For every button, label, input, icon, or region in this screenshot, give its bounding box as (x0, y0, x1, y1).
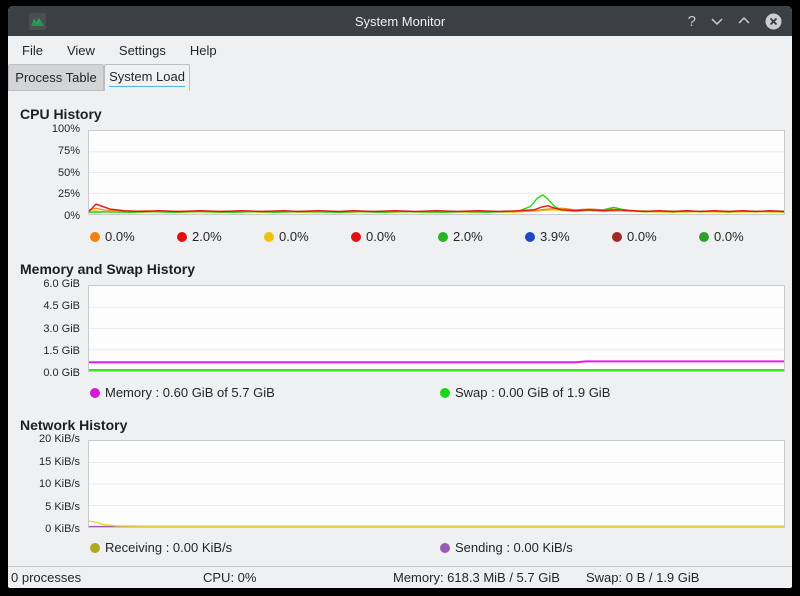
title-bar[interactable]: System Monitor ? (8, 6, 792, 36)
cpu3-dot (264, 231, 274, 242)
swap-legend-item: Swap : 0.00 GiB of 1.9 GiB (440, 385, 610, 400)
cpu-legend-item: 0.0% (351, 229, 438, 244)
maximize-icon[interactable] (738, 17, 750, 25)
system-monitor-window: System Monitor ? File View Settings Help (8, 6, 792, 588)
cpu-legend-item: 2.0% (438, 229, 525, 244)
cpu-y-axis: 100% 75% 50% 25% 0% (51, 123, 80, 222)
receiving-dot (90, 542, 100, 553)
cpu-legend-item: 0.0% (612, 229, 699, 244)
menu-settings[interactable]: Settings (118, 42, 166, 58)
cpu-legend-item: 3.9% (525, 229, 612, 244)
tab-system-load[interactable]: System Load (104, 64, 190, 91)
cpu4-dot (351, 231, 361, 242)
sending-dot (440, 542, 450, 553)
cpu-legend: 0.0% 2.0% 0.0% 0.0% 2.0% 3.9% 0.0% 0.0% (90, 229, 786, 244)
cpu5-dot (438, 231, 448, 242)
receiving-legend-item: Receiving : 0.00 KiB/s (90, 540, 232, 555)
tab-bar: Process Table System Load (8, 64, 792, 92)
network-y-axis: 20 KiB/s 15 KiB/s 10 KiB/s 5 KiB/s 0 KiB… (39, 433, 80, 535)
menu-view[interactable]: View (66, 42, 95, 58)
status-bar: 0 processes CPU: 0% Memory: 618.3 MiB / … (8, 566, 792, 588)
memory-history-title: Memory and Swap History (20, 261, 196, 277)
network-history-title: Network History (20, 417, 128, 433)
tab-process-table[interactable]: Process Table (8, 64, 104, 91)
cpu-legend-item: 0.0% (699, 229, 786, 244)
cpu6-dot (525, 231, 535, 242)
status-memory: Memory: 618.3 MiB / 5.7 GiB (393, 570, 560, 585)
sending-legend-item: Sending : 0.00 KiB/s (440, 540, 573, 555)
menu-bar: File View Settings Help (8, 36, 792, 64)
status-cpu: CPU: 0% (203, 570, 257, 585)
swap-dot (440, 387, 450, 398)
cpu-chart (88, 130, 785, 215)
menu-file[interactable]: File (22, 42, 43, 58)
app-icon (29, 13, 46, 30)
cpu2-dot (177, 231, 187, 242)
status-swap: Swap: 0 B / 1.9 GiB (586, 570, 700, 585)
cpu-legend-item: 0.0% (264, 229, 351, 244)
cpu8-dot (699, 231, 709, 242)
memory-legend-item: Memory : 0.60 GiB of 5.7 GiB (90, 385, 275, 400)
minimize-icon[interactable] (711, 17, 723, 25)
cpu-legend-item: 2.0% (177, 229, 264, 244)
window-title: System Monitor (354, 13, 446, 29)
cpu1-dot (90, 231, 100, 242)
close-icon[interactable] (765, 13, 782, 30)
status-processes: 0 processes (11, 570, 82, 585)
memory-dot (90, 387, 100, 398)
cpu7-dot (612, 231, 622, 242)
memory-y-axis: 6.0 GiB 4.5 GiB 3.0 GiB 1.5 GiB 0.0 GiB (43, 278, 80, 379)
cpu-history-title: CPU History (20, 106, 102, 122)
network-chart (88, 440, 785, 528)
cpu-legend-item: 0.0% (90, 229, 177, 244)
menu-help[interactable]: Help (189, 42, 217, 58)
help-icon[interactable]: ? (687, 12, 696, 30)
memory-chart (88, 285, 785, 372)
